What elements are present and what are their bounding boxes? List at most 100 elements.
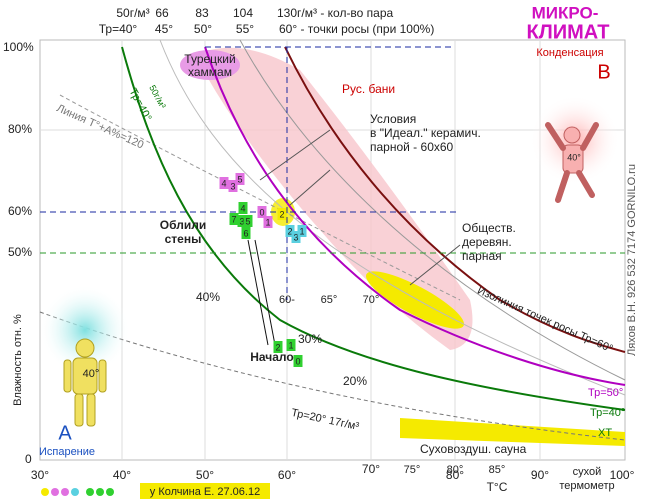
- top-label: 104: [233, 6, 253, 20]
- marker-box: [263, 216, 273, 228]
- curve-label: Линия T°+A%=120: [55, 102, 146, 151]
- zone-label: Условия: [370, 112, 416, 126]
- y-tick-label: 100%: [3, 40, 34, 54]
- marker-label: 3: [230, 181, 235, 191]
- pointer: [259, 129, 331, 181]
- condensation: Конденсация: [536, 47, 603, 59]
- russian-bath-zone: [195, 47, 473, 351]
- legend-dots: [41, 488, 114, 496]
- x-small-tick: 65°: [321, 294, 338, 306]
- pointer: [254, 239, 276, 346]
- marker-box: [241, 227, 251, 239]
- zone-label: парной - 60x60: [370, 140, 454, 154]
- x-tick-label: 50°: [196, 468, 214, 482]
- plot-frame: [39, 39, 626, 461]
- top-label: 55°: [236, 22, 254, 36]
- zone-label: Начало: [250, 350, 293, 364]
- hammam-zone: [180, 50, 240, 80]
- marker-box: [285, 225, 295, 237]
- figure-a-temp: 40°: [83, 368, 100, 380]
- x-name: термометр: [559, 480, 614, 492]
- marker-label: 0: [295, 356, 300, 366]
- top-label: 60° - точки росы (при 100%): [279, 22, 434, 36]
- marker-box: [229, 213, 239, 225]
- point-a-label: Испарение: [39, 446, 95, 458]
- gray-curve: [159, 39, 626, 396]
- zone-label: Облили: [160, 218, 206, 232]
- x-tick-label: 70°: [362, 462, 380, 476]
- x-tick-label: 30°: [31, 468, 49, 482]
- x-tick-label: 90°: [531, 468, 549, 482]
- point-a: А: [58, 422, 72, 444]
- zone-label: хаммам: [188, 65, 232, 79]
- top-label: Тр=40°: [99, 22, 138, 36]
- top-label: 45°: [155, 22, 173, 36]
- y-axis-label: Влажность отн. %: [12, 314, 24, 406]
- x-small-tick: 60-: [279, 294, 295, 306]
- y-tick-label: 80%: [8, 122, 32, 136]
- curve-label: 50г/м³: [147, 83, 168, 110]
- curve-label: Тр=20° 17г/м³: [290, 407, 360, 433]
- marker-label: 7: [231, 214, 236, 224]
- tp40-curve: [121, 46, 626, 411]
- marker-label: 1: [299, 226, 304, 236]
- marker-box: [293, 355, 303, 367]
- pointer: [409, 244, 461, 286]
- marker-label: 5: [245, 216, 250, 226]
- marker-box: [219, 177, 229, 189]
- y-tick-label: 50%: [8, 245, 32, 259]
- zone-label: стены: [165, 232, 202, 246]
- x-name: сухой: [573, 466, 602, 478]
- pointer: [247, 239, 269, 346]
- marker-box: [291, 231, 301, 243]
- credit-box: [140, 483, 270, 499]
- dry-sauna-zone: [400, 418, 625, 446]
- marker-label: 0: [259, 207, 264, 217]
- curve-label: ХТ: [598, 427, 612, 439]
- tp60-curve: [284, 46, 626, 353]
- marker-label: 6: [243, 228, 248, 238]
- humidity-label: 20%: [343, 374, 367, 388]
- curve-label: Тр=40°: [590, 407, 625, 419]
- x-tick-label: 60°: [278, 468, 296, 482]
- humidity-label: 30%: [298, 332, 322, 346]
- x-tick-label: 100°: [610, 468, 635, 482]
- marker-box: [277, 208, 287, 220]
- top-label: 83: [195, 6, 209, 20]
- pointer: [289, 169, 331, 206]
- line-120: [59, 94, 461, 301]
- marker-label: 2: [287, 226, 292, 236]
- figure-a: [63, 338, 107, 427]
- marker-label: 4: [221, 178, 226, 188]
- zone-label: Рус. бани: [342, 82, 395, 96]
- top-label: 50г/м³: [116, 6, 149, 20]
- x-small-tick: 85°: [489, 464, 506, 476]
- marker-box: [257, 206, 267, 218]
- x-small-tick: 75°: [404, 464, 421, 476]
- x-small-tick: 70°: [363, 294, 380, 306]
- x-tick-label: 40°: [113, 468, 131, 482]
- marker-label: 3: [293, 232, 298, 242]
- x-unit: T°C: [487, 480, 508, 494]
- marker-box: [238, 202, 248, 214]
- marker-box: [273, 341, 283, 353]
- marker-label: 2: [275, 342, 280, 352]
- credit: у Колчина Е. 27.06.12: [150, 486, 260, 498]
- marker-box: [286, 339, 296, 351]
- marker-box: [228, 180, 238, 192]
- title: МИКРО-: [532, 3, 599, 22]
- glow-a: [40, 285, 130, 375]
- top-label: 66: [155, 6, 169, 20]
- figure-b-temp: 40°: [567, 152, 581, 162]
- x-tick-label: 80°: [446, 468, 464, 482]
- wood-sauna-zone: [365, 271, 465, 329]
- marker-box: [297, 225, 307, 237]
- marker-label: 1: [265, 217, 270, 227]
- marker-label: 1: [288, 340, 293, 350]
- tp50-curve: [204, 46, 626, 386]
- curve-label: Изолиния точек росы Тр=60°: [475, 285, 614, 356]
- zone-label: Суховоздуш. сауна: [420, 442, 527, 456]
- x-small-tick: 80°: [447, 464, 464, 476]
